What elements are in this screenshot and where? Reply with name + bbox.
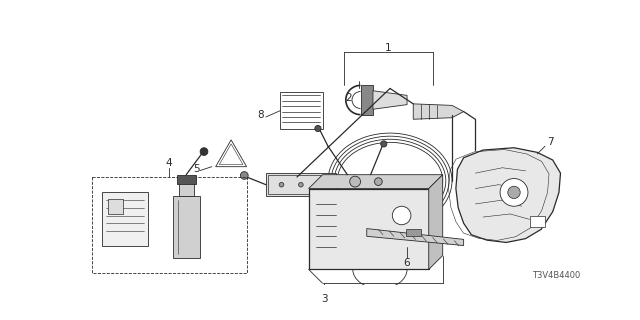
Text: 7: 7	[547, 137, 554, 147]
Text: 4: 4	[166, 158, 172, 168]
Circle shape	[298, 182, 303, 187]
Circle shape	[392, 206, 411, 225]
Bar	[406, 229, 421, 236]
Polygon shape	[413, 104, 463, 119]
Text: 2: 2	[346, 93, 352, 103]
Bar	[92, 177, 246, 273]
Circle shape	[349, 176, 360, 187]
Bar	[179, 182, 194, 196]
Circle shape	[508, 186, 520, 198]
Polygon shape	[456, 148, 561, 243]
Circle shape	[500, 179, 528, 206]
Circle shape	[374, 178, 382, 186]
Text: 1: 1	[385, 43, 392, 52]
Circle shape	[381, 141, 387, 147]
Polygon shape	[367, 228, 463, 245]
Polygon shape	[308, 175, 443, 188]
Text: T3V4B4400: T3V4B4400	[532, 271, 580, 280]
Circle shape	[200, 148, 208, 156]
Text: 8: 8	[257, 110, 264, 120]
Circle shape	[318, 182, 323, 187]
Polygon shape	[373, 91, 407, 109]
Circle shape	[279, 182, 284, 187]
Bar	[102, 192, 148, 246]
Bar	[108, 198, 124, 214]
Circle shape	[315, 125, 321, 132]
Polygon shape	[360, 85, 373, 115]
Bar	[177, 175, 196, 184]
Bar	[173, 196, 200, 258]
Polygon shape	[429, 175, 443, 269]
Bar	[266, 173, 336, 196]
Text: 6: 6	[404, 258, 410, 268]
Bar	[308, 188, 429, 269]
Bar	[268, 175, 333, 194]
Bar	[529, 215, 545, 227]
Bar	[280, 92, 323, 129]
Text: 5: 5	[193, 164, 200, 174]
Text: 3: 3	[321, 294, 328, 304]
Circle shape	[241, 172, 248, 179]
